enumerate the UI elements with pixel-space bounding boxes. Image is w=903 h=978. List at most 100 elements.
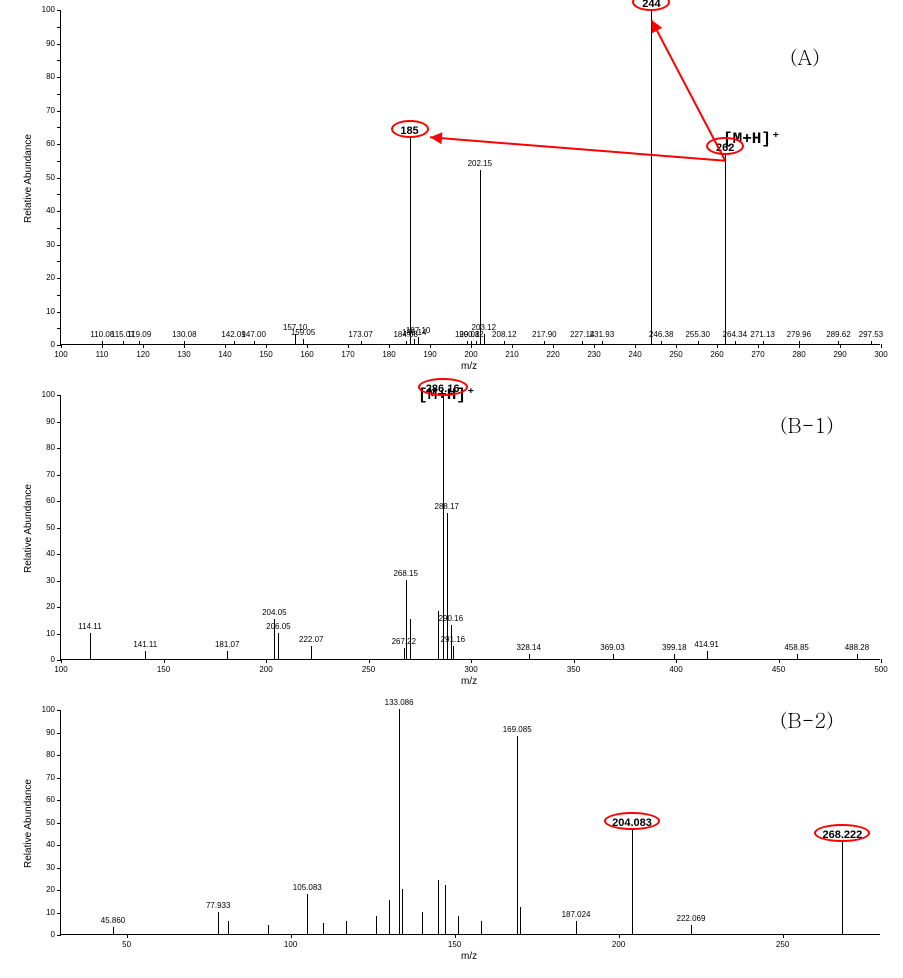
peak-label: 488.28 <box>845 643 869 652</box>
peak-label: 288.17 <box>435 502 459 511</box>
peak-label: 297.53 <box>859 330 883 339</box>
peak <box>410 136 411 344</box>
peak <box>346 921 347 935</box>
ytick-label: 60 <box>33 795 55 804</box>
ytick-label: 30 <box>33 576 55 585</box>
spectrum-plot-b2: 010203040506070809010050100150200250Rela… <box>60 710 880 935</box>
peak-label: 217.90 <box>532 330 556 339</box>
ytick-label: 100 <box>33 390 55 399</box>
peak <box>480 170 481 344</box>
peak <box>218 912 219 935</box>
peak-label: 231.93 <box>590 330 614 339</box>
xtick-label: 100 <box>284 940 297 949</box>
xtick-label: 120 <box>136 350 149 359</box>
peak-label: 181.07 <box>215 640 239 649</box>
xtick-label: 200 <box>464 350 477 359</box>
peak-label: 173.07 <box>348 330 372 339</box>
peak <box>376 916 377 934</box>
ytick-label: 0 <box>33 930 55 939</box>
peak-label: 130.08 <box>172 330 196 339</box>
ytick-label: 90 <box>33 39 55 48</box>
ytick-label: 80 <box>33 443 55 452</box>
peak-label: 290.16 <box>439 614 463 623</box>
peak-label: 222.069 <box>677 914 706 923</box>
peak <box>90 633 91 660</box>
peak <box>691 925 692 934</box>
peak <box>458 916 459 934</box>
peak-label: 202.15 <box>468 159 492 168</box>
ytick-label: 20 <box>33 885 55 894</box>
peak <box>842 840 843 935</box>
peak-label: 255.30 <box>685 330 709 339</box>
peak-label: 187.10 <box>406 326 430 335</box>
ytick-label: 90 <box>33 728 55 737</box>
peak <box>361 341 362 344</box>
peak <box>389 900 390 934</box>
xtick-label: 150 <box>157 665 170 674</box>
xtick-label: 270 <box>751 350 764 359</box>
peak <box>139 341 140 344</box>
peak-label: 291.16 <box>441 635 465 644</box>
ytick-label: 40 <box>33 840 55 849</box>
xtick-label: 250 <box>669 350 682 359</box>
peak <box>438 880 439 934</box>
y-axis-label: Relative Abundance <box>23 484 34 573</box>
peak-label: 279.96 <box>787 330 811 339</box>
peak-label: 458.85 <box>784 643 808 652</box>
y-axis-label: Relative Abundance <box>23 134 34 223</box>
peak <box>414 339 415 344</box>
xtick-label: 250 <box>362 665 375 674</box>
peak-label: 208.12 <box>492 330 516 339</box>
xtick-label: 140 <box>218 350 231 359</box>
peak <box>404 648 405 659</box>
ytick-label: 80 <box>33 750 55 759</box>
arrow-overlay <box>61 10 881 345</box>
peak <box>632 828 633 934</box>
peak-label: 206.05 <box>266 622 290 631</box>
highlight-ellipse <box>814 824 870 842</box>
peak <box>406 341 407 344</box>
peak <box>254 341 255 344</box>
peak <box>838 341 839 344</box>
peak <box>520 907 521 934</box>
peak <box>102 341 103 344</box>
ytick-label: 20 <box>33 602 55 611</box>
peak <box>399 709 400 934</box>
xtick-label: 260 <box>710 350 723 359</box>
xtick-label: 280 <box>792 350 805 359</box>
peak <box>544 341 545 344</box>
peak <box>303 339 304 344</box>
peak <box>661 341 662 344</box>
ytick-label: 40 <box>33 549 55 558</box>
ytick-label: 30 <box>33 240 55 249</box>
peak-label: 159.05 <box>291 328 315 337</box>
peak-label: 369.03 <box>600 643 624 652</box>
xtick-label: 180 <box>382 350 395 359</box>
peak <box>576 921 577 935</box>
xtick-label: 400 <box>669 665 682 674</box>
peak-label: 114.11 <box>78 622 101 631</box>
peak-label: 133.086 <box>385 698 414 707</box>
ytick-label: 100 <box>33 705 55 714</box>
peak <box>582 341 583 344</box>
peak <box>113 927 114 934</box>
peak <box>725 153 726 344</box>
peak <box>602 341 603 344</box>
peak <box>484 334 485 344</box>
xtick-label: 220 <box>546 350 559 359</box>
peak <box>422 912 423 935</box>
x-axis-label: m/z <box>461 676 477 687</box>
peak <box>799 341 800 344</box>
xtick-label: 200 <box>612 940 625 949</box>
spectrum-plot-b1: 0102030405060708090100100150200250300350… <box>60 395 880 660</box>
peak <box>517 736 518 934</box>
xtick-label: 240 <box>628 350 641 359</box>
peak <box>529 654 530 659</box>
peak <box>402 889 403 934</box>
peak <box>453 646 454 659</box>
xtick-label: 200 <box>259 665 272 674</box>
peak <box>651 9 652 344</box>
y-axis-label: Relative Abundance <box>23 779 34 868</box>
xtick-label: 170 <box>341 350 354 359</box>
xtick-label: 110 <box>96 350 109 359</box>
